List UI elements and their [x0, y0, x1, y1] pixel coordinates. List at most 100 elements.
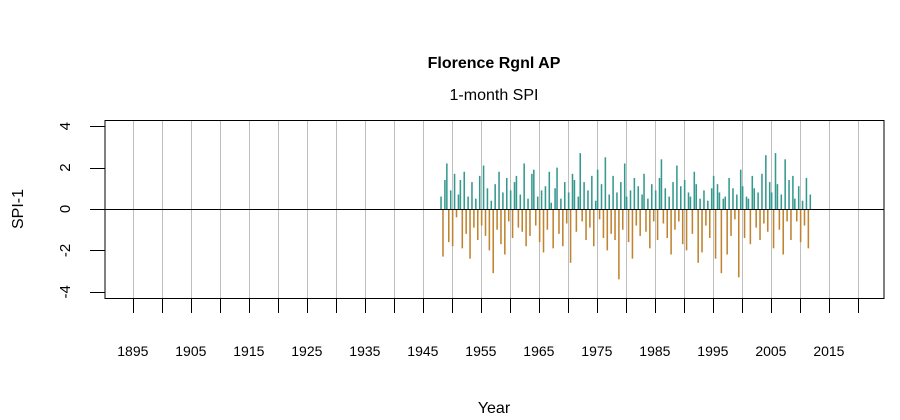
spi-bar — [494, 184, 496, 209]
spi-bar — [687, 192, 690, 209]
spi-bar — [805, 177, 808, 209]
spi-bar — [772, 209, 775, 249]
spi-bar — [482, 165, 485, 209]
spi-bar — [736, 194, 738, 209]
spi-bar — [803, 209, 806, 226]
spi-bar — [546, 209, 549, 230]
spi-bar — [631, 209, 634, 259]
spi-bar — [550, 202, 553, 209]
spi-bar — [641, 194, 643, 209]
spi-bar — [608, 194, 611, 209]
spi-bar — [695, 184, 698, 209]
spi-bar — [770, 192, 773, 209]
x-tick-label: 1985 — [639, 343, 670, 359]
spi-bar — [457, 194, 460, 209]
spi-bar — [689, 196, 692, 209]
spi-bar — [517, 209, 520, 228]
spi-bar — [538, 209, 541, 243]
x-tick-label: 1915 — [233, 343, 264, 359]
spi-bar — [552, 209, 554, 249]
spi-bar — [446, 163, 448, 209]
x-tick-label: 1895 — [117, 343, 148, 359]
spi-bar — [569, 209, 572, 263]
spi-bar — [565, 209, 568, 224]
spi-bar — [705, 209, 707, 226]
spi-bar — [649, 209, 651, 249]
spi-bar — [745, 196, 748, 209]
x-tick-label: 1975 — [581, 343, 612, 359]
spi-bar — [519, 194, 522, 209]
spi-bar — [579, 153, 582, 209]
spi-bar — [676, 165, 678, 209]
spi-bar — [478, 175, 481, 209]
spi-bar — [488, 209, 491, 251]
spi-bar — [463, 171, 466, 209]
spi-bar — [548, 171, 551, 209]
spi-bar — [467, 196, 469, 209]
spi-bar — [716, 184, 719, 209]
spi-bar — [788, 180, 790, 209]
spi-bar — [697, 209, 699, 263]
spi-bar — [596, 169, 599, 209]
spi-bar — [490, 200, 493, 209]
spi-bar — [685, 209, 688, 251]
spi-bar — [774, 153, 777, 209]
spi-bar — [515, 175, 518, 209]
spi-bar — [589, 209, 591, 228]
y-tick-label: -2 — [57, 244, 74, 257]
x-tick-label: 1945 — [407, 343, 438, 359]
spi-bar — [492, 209, 495, 274]
spi-bar — [753, 188, 756, 209]
spi-bar — [654, 190, 657, 209]
spi-bar — [645, 209, 647, 232]
spi-bar — [629, 190, 632, 209]
spi-bar — [465, 209, 467, 234]
spi-bar — [670, 209, 672, 255]
spi-bar — [504, 209, 506, 255]
spi-bar — [797, 186, 800, 209]
spi-bar — [562, 209, 564, 247]
spi-bar — [778, 209, 781, 230]
spi-bar — [502, 192, 504, 209]
spi-bar — [643, 173, 645, 209]
spi-bar — [451, 209, 454, 247]
spi-bar — [780, 194, 783, 209]
spi-bar — [540, 190, 543, 209]
spi-bar — [672, 182, 674, 209]
spi-bar — [575, 209, 578, 232]
spi-bar — [757, 192, 759, 209]
spi-bar — [794, 198, 796, 209]
spi-bar — [708, 209, 711, 238]
spi-bar — [620, 182, 622, 209]
spi-bar — [509, 190, 512, 209]
spi-bar — [498, 171, 500, 209]
spi-bar — [710, 188, 713, 209]
spi-bar — [480, 209, 483, 226]
spi-bar — [652, 209, 655, 222]
spi-bar — [442, 209, 444, 257]
spi-bar — [476, 209, 479, 241]
spi-bar — [730, 209, 732, 236]
spi-bar — [592, 209, 595, 247]
spi-bar — [712, 175, 715, 209]
spi-bar — [461, 209, 464, 249]
spi-bar — [471, 182, 473, 209]
spi-bar — [678, 209, 680, 222]
spi-bar — [693, 171, 696, 209]
spi-bar — [784, 159, 786, 209]
spi-bar — [606, 209, 609, 251]
spi-bar — [707, 200, 709, 209]
spi-bar — [544, 186, 547, 209]
spi-bar — [459, 180, 462, 209]
spi-bar — [668, 196, 670, 209]
spi-bar — [633, 177, 636, 209]
spi-bar — [737, 209, 740, 278]
spi-bar — [792, 175, 794, 209]
spi-bar — [602, 209, 605, 238]
spi-bar — [558, 209, 560, 234]
spi-bar — [741, 186, 744, 209]
spi-bar — [734, 209, 736, 220]
spi-bar — [790, 209, 792, 241]
spi-bar — [573, 180, 576, 209]
y-axis-label: SPI-1 — [10, 189, 27, 229]
